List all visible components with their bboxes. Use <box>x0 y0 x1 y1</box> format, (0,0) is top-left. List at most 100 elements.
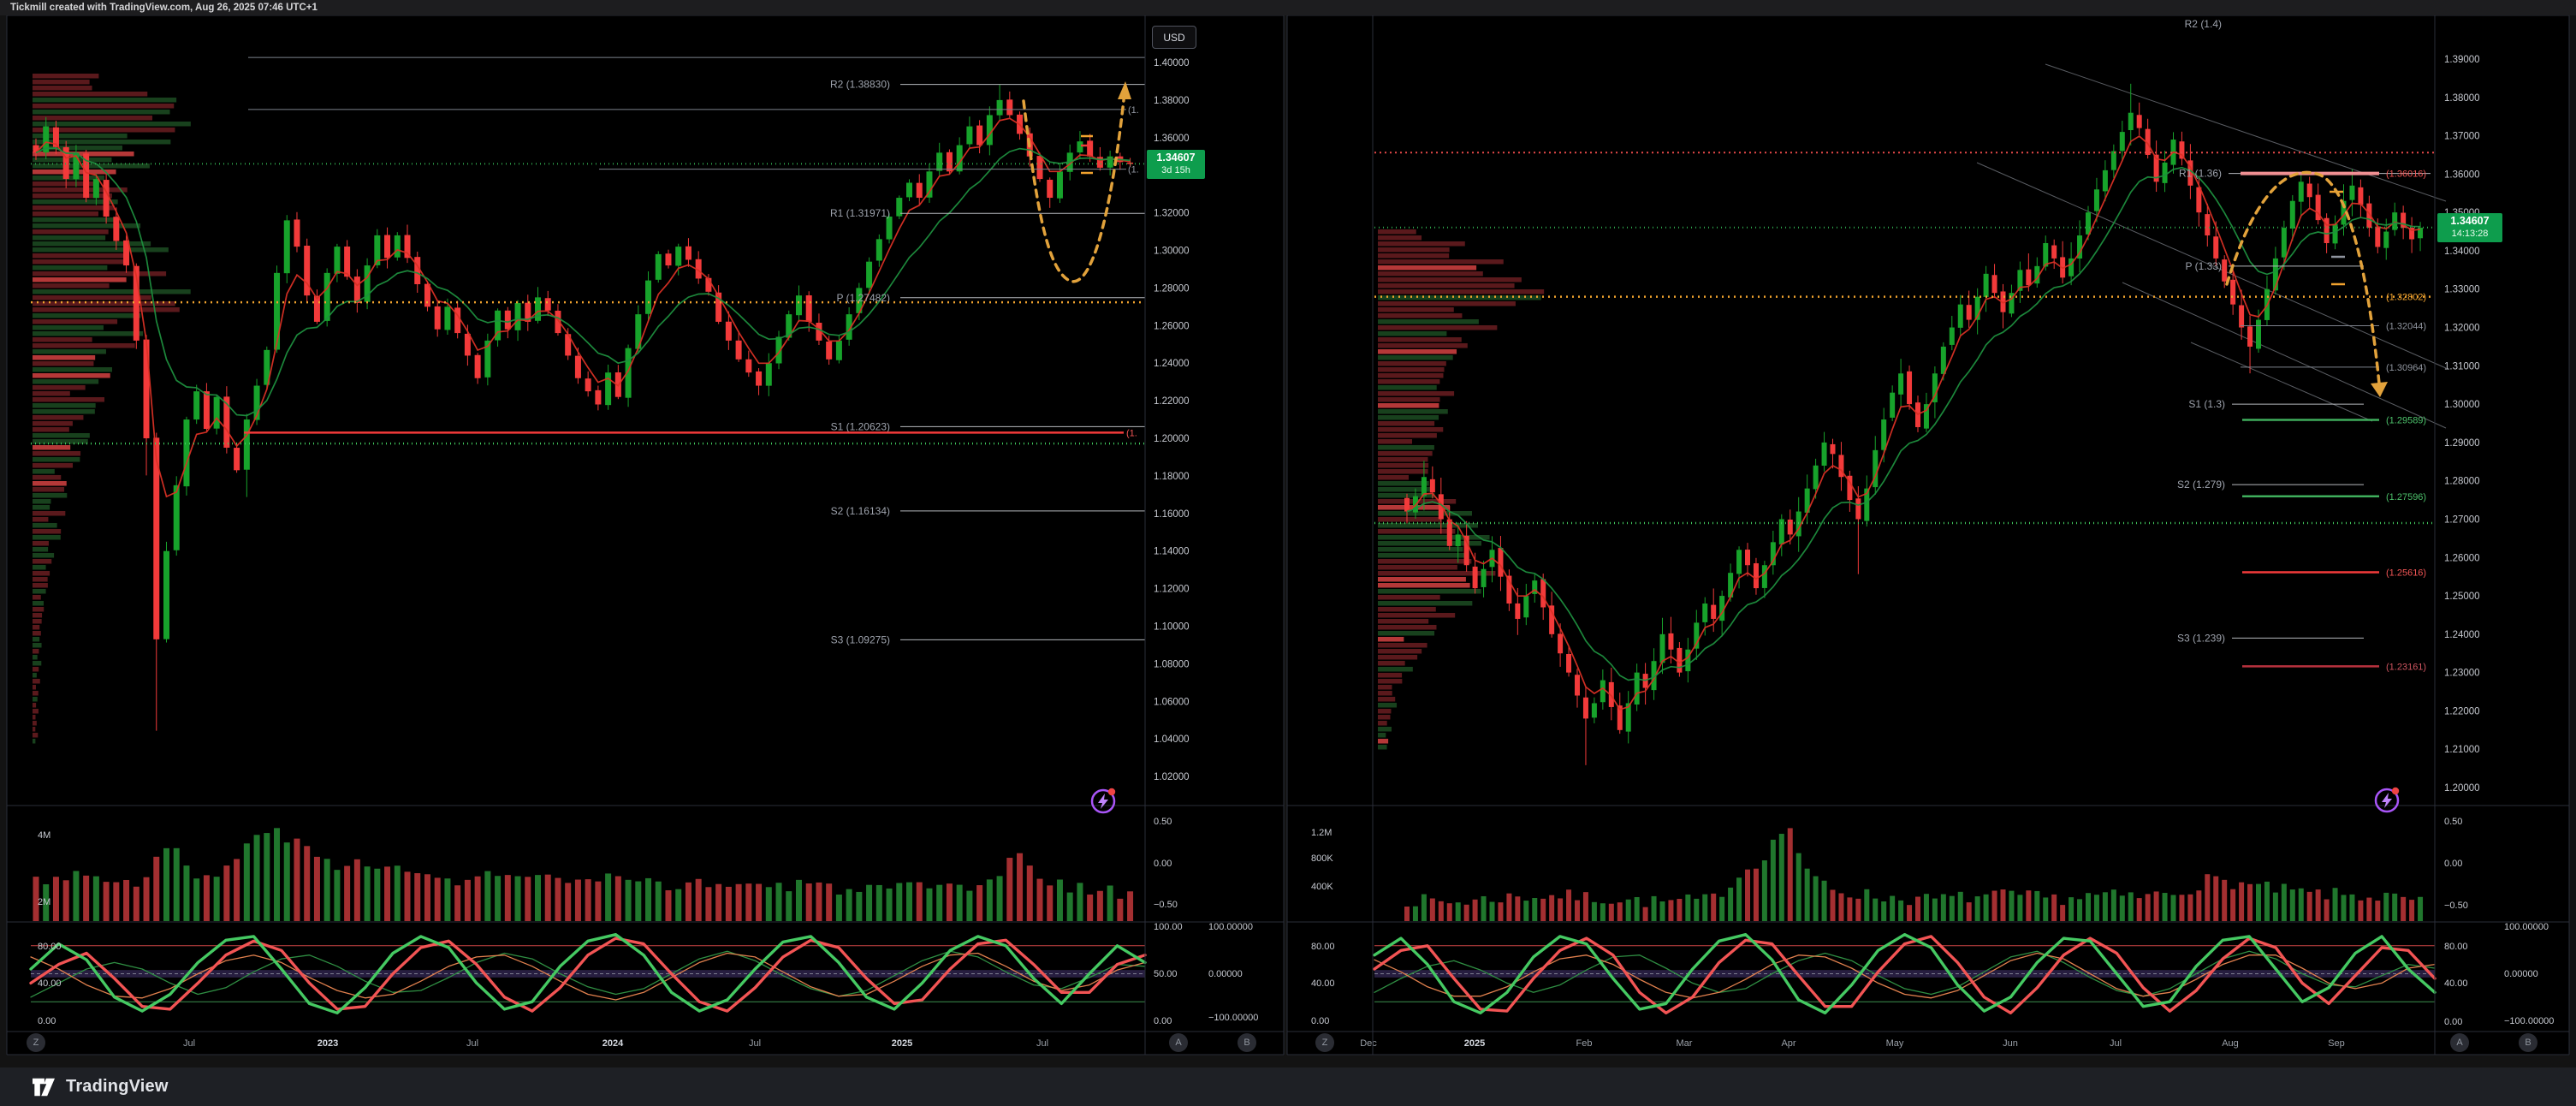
oscillator-line-d_red <box>29 937 1147 1013</box>
tradingview-logo-icon[interactable] <box>31 1076 56 1098</box>
candle-body <box>243 419 250 470</box>
time-axis-label: Jul <box>1036 1038 1048 1049</box>
price-axis-label: 1.10000 <box>1154 622 1190 633</box>
left-chart-levels: R2 (1.38830) (1. (1. R1 (1.31971) P (1.27482… <box>31 56 1145 645</box>
candle-body <box>936 152 943 171</box>
volume-bar <box>2119 895 2125 921</box>
candle-body <box>2324 217 2330 243</box>
oscillator-line-slow_green <box>30 950 1146 998</box>
tradingview-brand[interactable]: TradingView <box>66 1077 169 1096</box>
volume-bar <box>976 885 983 921</box>
candle-body <box>153 437 160 639</box>
profile-bar <box>1378 607 1436 612</box>
volume-bar <box>163 847 169 921</box>
time-axis-label: 2023 <box>318 1038 338 1049</box>
volume-axis-label: 2M <box>38 897 50 907</box>
volume-bar <box>1677 898 1683 921</box>
profile-bar <box>1378 565 1457 570</box>
candle-body <box>1087 140 1094 157</box>
right-chart-price-scale[interactable]: 1.390001.380001.370001.360001.350001.340… <box>1311 55 2554 1027</box>
volume-bar <box>1761 860 1767 921</box>
candle-body <box>1549 605 1555 634</box>
candle-body <box>1787 519 1793 535</box>
profile-bar <box>33 313 141 318</box>
volume-bar <box>525 877 531 921</box>
profile-bar <box>1378 463 1429 468</box>
profile-bar <box>33 403 96 408</box>
candle-body <box>464 333 471 356</box>
scale-b-badge[interactable]: B <box>1238 1033 1256 1052</box>
volume-bar <box>374 868 381 921</box>
candle-body <box>2392 212 2398 230</box>
volume-axis-label: 400K <box>1311 882 1333 892</box>
level-value-label: (1.25616) <box>2386 568 2426 578</box>
currency-chip[interactable]: USD <box>1152 26 1196 49</box>
volume-bar <box>264 833 270 921</box>
profile-bar <box>33 349 106 354</box>
volume-bar <box>2341 895 2347 921</box>
candle-body <box>1804 488 1810 513</box>
volume-bar <box>605 873 612 921</box>
profile-bar <box>1378 673 1403 678</box>
scale-b-badge[interactable]: B <box>2519 1033 2537 1052</box>
left-chart-time-scale[interactable]: Jul 2023 Jul 2024 Jul 2025 Jul <box>183 1038 1048 1049</box>
candle-body <box>2093 189 2099 211</box>
right-chart-time-scale[interactable]: Dec 2025 Feb Mar Apr May Jun Jul Aug Sep <box>1360 1038 2345 1049</box>
profile-bar <box>33 529 62 534</box>
volume-bar <box>474 876 481 921</box>
volume-bar <box>1957 891 1963 921</box>
time-axis-label: Apr <box>1781 1038 1795 1049</box>
profile-bar <box>1378 541 1482 546</box>
volume-bar <box>1651 895 1657 921</box>
time-axis-label: 2025 <box>1464 1038 1485 1049</box>
oscillator-axis-label: 40.00 <box>38 978 62 989</box>
price-axis-label: 1.32000 <box>2444 324 2480 334</box>
timezone-badge[interactable]: Z <box>1315 1033 1334 1052</box>
profile-bar <box>33 721 37 726</box>
flash-circle <box>2374 788 2400 813</box>
profile-bar <box>1378 643 1427 648</box>
volume-bar <box>1429 898 1435 921</box>
candle-body <box>1566 653 1572 673</box>
flash-icon[interactable] <box>1087 784 1119 817</box>
profile-bar <box>33 247 169 253</box>
volume-bar <box>936 884 943 921</box>
volume-bar <box>1702 894 1708 921</box>
candle-body <box>1736 550 1742 574</box>
candle-body <box>2332 223 2338 244</box>
candle-body <box>1813 465 1819 490</box>
profile-bar <box>33 80 90 85</box>
candle-body <box>374 235 381 265</box>
candle-body <box>1634 672 1640 705</box>
candle-body <box>886 216 893 240</box>
volume-bar <box>1575 900 1580 921</box>
oscillator-axis-label: 100.00000 <box>1208 922 1253 932</box>
volume-bar <box>1745 869 1750 921</box>
candle-body <box>1591 703 1597 718</box>
price-axis-label: 1.20000 <box>1154 434 1190 444</box>
volume-bar <box>1804 868 1810 921</box>
volume-bar <box>1830 889 1836 921</box>
fast-ma-line <box>35 117 1131 498</box>
level-value-label: (1. <box>1128 105 1139 116</box>
right-chart-price-pane[interactable] <box>1374 15 2435 806</box>
volume-axis-label: 0.00 <box>1154 859 1172 869</box>
attribution-text: Tickmill created with TradingView.com, A… <box>10 3 318 13</box>
scale-a-badge[interactable]: A <box>2450 1033 2469 1052</box>
volume-bar <box>1472 899 1478 921</box>
volume-bar <box>1991 890 1997 921</box>
profile-bar <box>1378 415 1439 420</box>
profile-bar <box>1378 715 1391 720</box>
volume-bar <box>1532 898 1538 921</box>
profile-bar <box>1378 667 1413 672</box>
scale-a-badge[interactable]: A <box>1169 1033 1188 1052</box>
timezone-badge[interactable]: Z <box>27 1033 45 1052</box>
volume-bar <box>434 877 441 921</box>
volume-bar <box>1983 894 1989 921</box>
time-axis-label: Mar <box>1677 1038 1693 1049</box>
flash-icon[interactable] <box>2371 783 2403 816</box>
candle-body <box>645 280 652 314</box>
volume-bar <box>1096 890 1103 921</box>
profile-bar <box>1378 241 1465 247</box>
volume-bar <box>916 882 923 921</box>
